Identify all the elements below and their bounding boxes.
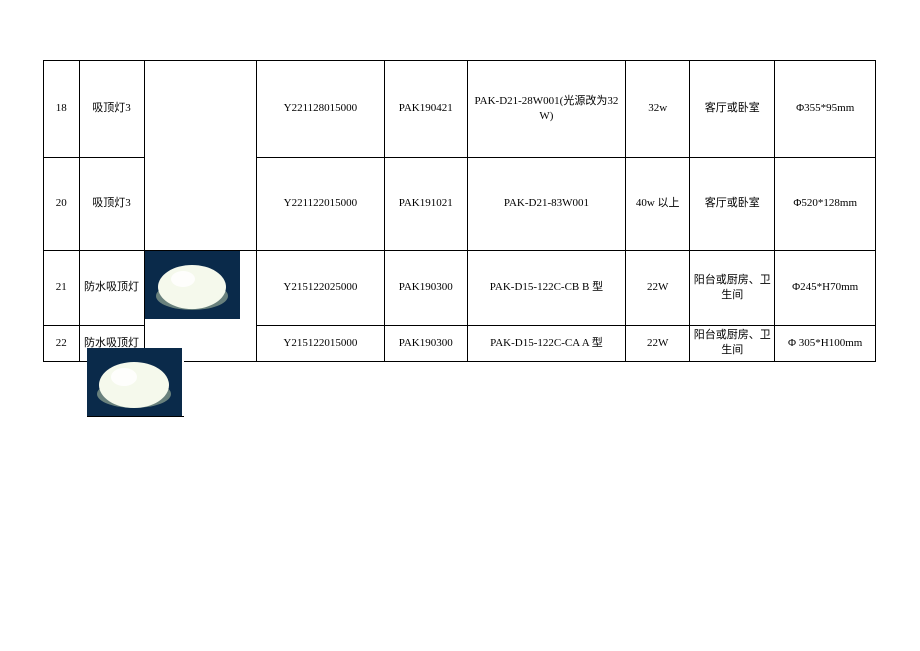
product-code1: Y215122015000: [257, 326, 385, 362]
product-table: 18 吸顶灯3 Y221128015000 PAK190421 PAK-D21-…: [43, 60, 876, 362]
product-code1: Y221128015000: [257, 61, 385, 158]
product-size: Φ 305*H100mm: [775, 326, 876, 362]
ceiling-lamp-icon: [87, 348, 182, 416]
product-code1: Y215122025000: [257, 251, 385, 326]
row-index: 22: [44, 326, 80, 362]
product-model: PAK-D15-122C-CA A 型: [467, 326, 626, 362]
product-name: 吸顶灯3: [79, 61, 144, 158]
table-row: 21 防水吸顶灯 Y215122025000 PAK190300 PAK-D15…: [44, 251, 876, 326]
product-image-cell: [144, 61, 256, 251]
product-wattage: 22W: [626, 251, 690, 326]
product-code2: PAK190300: [384, 251, 467, 326]
product-size: Φ245*H70mm: [775, 251, 876, 326]
product-model: PAK-D15-122C-CB B 型: [467, 251, 626, 326]
product-code2: PAK190421: [384, 61, 467, 158]
product-code2: PAK191021: [384, 158, 467, 251]
image-column-overflow: [87, 348, 184, 417]
product-code1: Y221122015000: [257, 158, 385, 251]
row-index: 20: [44, 158, 80, 251]
product-size: Φ520*128mm: [775, 158, 876, 251]
product-table-container: 18 吸顶灯3 Y221128015000 PAK190421 PAK-D21-…: [43, 60, 876, 362]
product-model: PAK-D21-28W001(光源改为32W): [467, 61, 626, 158]
product-wattage: 40w 以上: [626, 158, 690, 251]
product-model: PAK-D21-83W001: [467, 158, 626, 251]
product-wattage: 22W: [626, 326, 690, 362]
product-size: Φ355*95mm: [775, 61, 876, 158]
product-wattage: 32w: [626, 61, 690, 158]
product-image-cell: [144, 251, 256, 362]
row-index: 18: [44, 61, 80, 158]
table-row: 18 吸顶灯3 Y221128015000 PAK190421 PAK-D21-…: [44, 61, 876, 158]
ceiling-lamp-icon: [145, 251, 240, 319]
product-name: 防水吸顶灯: [79, 251, 144, 326]
product-name: 吸顶灯3: [79, 158, 144, 251]
product-room: 阳台或厨房、卫生间: [690, 326, 775, 362]
product-room: 客厅或卧室: [690, 61, 775, 158]
product-room: 阳台或厨房、卫生间: [690, 251, 775, 326]
row-index: 21: [44, 251, 80, 326]
product-room: 客厅或卧室: [690, 158, 775, 251]
product-code2: PAK190300: [384, 326, 467, 362]
